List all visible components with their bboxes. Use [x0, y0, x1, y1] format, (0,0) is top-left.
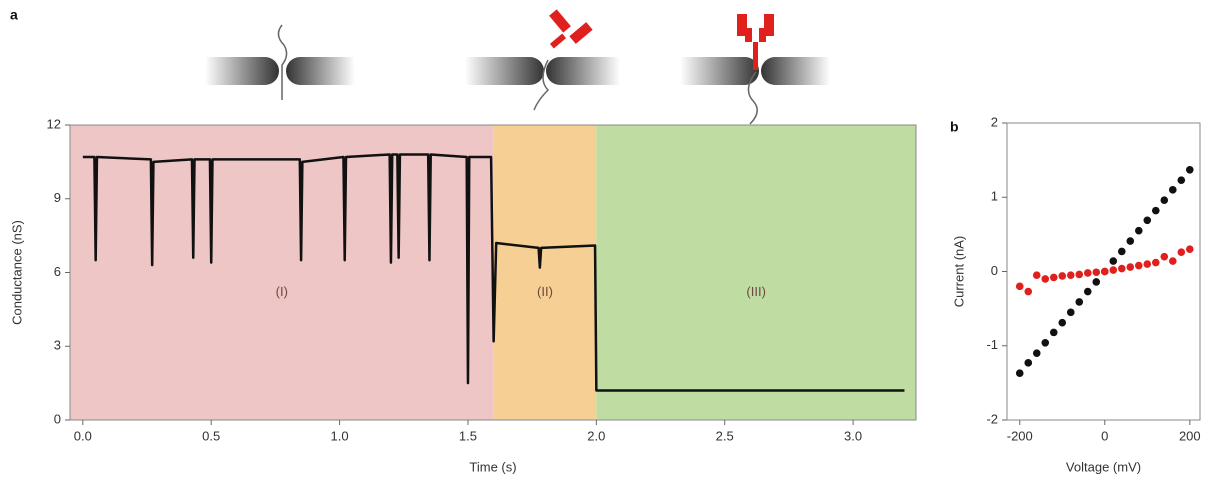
point: [1109, 266, 1118, 274]
y-tick-label: -1: [986, 337, 998, 352]
point: [1066, 308, 1075, 317]
point: [1058, 318, 1067, 327]
point: [1160, 196, 1169, 205]
region-label: (I): [276, 284, 288, 299]
point: [1143, 260, 1152, 268]
region: [493, 125, 597, 420]
y-tick-label: 1: [991, 189, 998, 204]
point: [1092, 268, 1101, 277]
point: [1041, 338, 1050, 347]
point: [1032, 271, 1041, 280]
x-tick-label: 0: [1101, 428, 1108, 443]
point: [1126, 263, 1135, 271]
point: [1168, 257, 1177, 265]
y-tick-label: 0: [991, 263, 998, 278]
region-label: (II): [537, 284, 553, 299]
point: [1075, 298, 1084, 306]
point: [1185, 165, 1194, 174]
point: [1066, 271, 1075, 280]
point: [1032, 349, 1041, 357]
point: [1185, 245, 1194, 254]
point: [1083, 287, 1092, 296]
point: [1109, 257, 1118, 265]
x-tick-label: 2.0: [587, 428, 605, 443]
point: [1143, 216, 1152, 225]
point: [1151, 206, 1160, 215]
x-tick-label: 0.5: [202, 428, 220, 443]
point: [1160, 252, 1169, 261]
y-axis-label: Current (nA): [951, 236, 966, 308]
trace: [82, 153, 905, 392]
x-tick-label: 0.0: [74, 428, 92, 443]
y-tick-label: 3: [54, 338, 61, 353]
x-tick-label: 1.5: [459, 428, 477, 443]
point: [1024, 287, 1033, 296]
point: [1151, 258, 1160, 267]
x-axis-label: Voltage (mV): [1066, 459, 1141, 474]
x-tick-label: -200: [1007, 428, 1033, 443]
region: [596, 125, 916, 420]
point: [1100, 267, 1109, 276]
point: [1168, 186, 1177, 194]
point: [1049, 273, 1058, 282]
y-axis-label: Conductance (nS): [9, 220, 24, 325]
region-label: (III): [746, 284, 766, 299]
y-tick-label: 9: [54, 190, 61, 205]
x-tick-label: 1.0: [331, 428, 349, 443]
point: [1177, 176, 1186, 184]
point: [1126, 237, 1135, 245]
panel-label: b: [950, 119, 959, 135]
point: [1134, 226, 1143, 235]
region: [70, 125, 494, 420]
point: [1177, 248, 1186, 256]
y-tick-label: 0: [54, 411, 61, 426]
x-tick-label: 2.5: [716, 428, 734, 443]
x-tick-label: 200: [1179, 428, 1201, 443]
point: [1117, 247, 1126, 256]
point: [1015, 282, 1024, 291]
point: [1117, 264, 1126, 273]
y-tick-label: 12: [47, 116, 61, 131]
point: [1083, 269, 1092, 277]
panel-label: a: [10, 7, 18, 23]
point: [1092, 278, 1101, 286]
schematics: [205, 9, 830, 125]
y-tick-label: 6: [54, 264, 61, 279]
point: [1058, 272, 1067, 280]
point: [1049, 328, 1058, 337]
point: [1075, 270, 1084, 279]
x-tick-label: 3.0: [844, 428, 862, 443]
point: [1134, 261, 1143, 270]
point: [1041, 275, 1050, 283]
y-tick-label: -2: [986, 411, 998, 426]
point: [1024, 359, 1033, 367]
point: [1015, 369, 1024, 378]
y-tick-label: 2: [991, 114, 998, 129]
x-axis-label: Time (s): [469, 459, 516, 474]
